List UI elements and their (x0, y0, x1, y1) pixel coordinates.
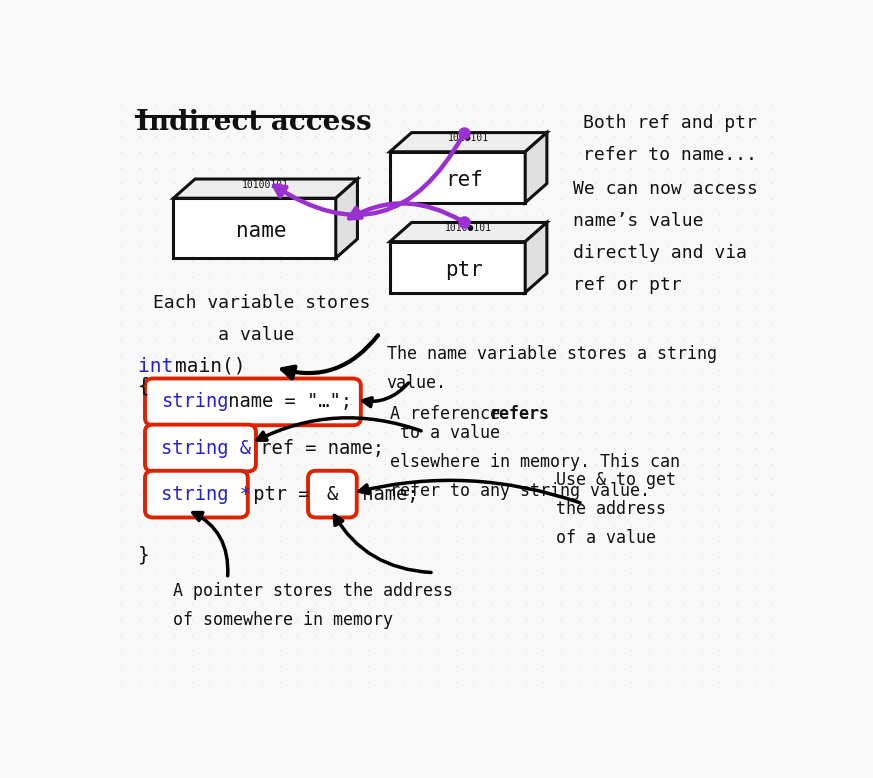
Text: A reference: A reference (390, 405, 510, 423)
FancyArrowPatch shape (258, 418, 421, 440)
Text: We can now access
name’s value
directly and via
ref or ptr: We can now access name’s value directly … (573, 180, 758, 294)
Text: ptr: ptr (445, 260, 483, 279)
Text: Both ref and ptr
refer to name...: Both ref and ptr refer to name... (583, 114, 757, 164)
FancyBboxPatch shape (308, 471, 357, 517)
Polygon shape (526, 132, 546, 203)
Text: int: int (138, 357, 184, 376)
Text: &: & (327, 485, 338, 503)
Text: Use & to get
the address
of a value: Use & to get the address of a value (556, 471, 676, 547)
Text: 101●101: 101●101 (448, 133, 489, 143)
Polygon shape (174, 179, 357, 198)
Polygon shape (390, 132, 546, 152)
Text: A pointer stores the address
of somewhere in memory: A pointer stores the address of somewher… (174, 582, 453, 629)
Text: Indirect access: Indirect access (136, 109, 372, 136)
FancyBboxPatch shape (145, 425, 256, 471)
FancyBboxPatch shape (145, 379, 361, 426)
Polygon shape (390, 152, 526, 203)
Text: string: string (162, 392, 229, 412)
Text: name: name (236, 221, 286, 241)
Text: name = "…";: name = "…"; (217, 392, 353, 412)
Text: refers: refers (490, 405, 550, 423)
Polygon shape (336, 179, 357, 258)
FancyArrowPatch shape (359, 480, 580, 503)
Text: name;: name; (351, 485, 419, 503)
Text: 10100101: 10100101 (242, 180, 289, 190)
FancyArrowPatch shape (334, 516, 431, 573)
FancyArrowPatch shape (193, 513, 228, 576)
FancyArrowPatch shape (349, 203, 462, 221)
Text: to a value
elsewhere in memory. This can
refer to any string value.: to a value elsewhere in memory. This can… (390, 424, 680, 500)
Text: The name variable stores a string
value.: The name variable stores a string value. (387, 345, 717, 392)
Polygon shape (390, 242, 526, 293)
Text: ptr =: ptr = (242, 485, 320, 503)
Text: 1010●101: 1010●101 (445, 223, 491, 233)
FancyBboxPatch shape (145, 471, 248, 517)
Polygon shape (174, 198, 336, 258)
FancyArrowPatch shape (274, 135, 463, 215)
Text: main(): main() (175, 357, 246, 376)
FancyArrowPatch shape (282, 335, 378, 378)
Polygon shape (526, 223, 546, 293)
Polygon shape (390, 223, 546, 242)
Text: {: { (138, 376, 149, 395)
FancyArrowPatch shape (362, 383, 409, 407)
Text: ref = name;: ref = name; (249, 439, 384, 457)
Text: }: } (138, 545, 149, 565)
Text: ref: ref (445, 170, 483, 190)
Text: string &: string & (162, 439, 251, 457)
Text: string *: string * (162, 485, 251, 503)
Text: Each variable stores
      a value: Each variable stores a value (153, 294, 371, 344)
